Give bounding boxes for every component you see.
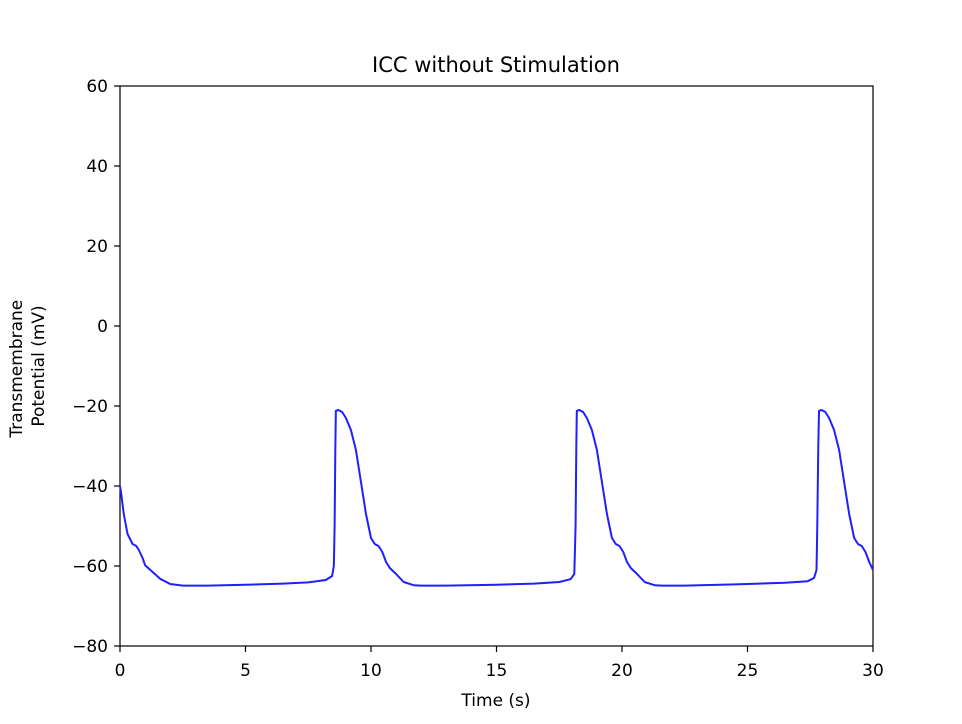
- y-tick-label: 60: [86, 77, 108, 97]
- x-tick-label: 20: [611, 661, 633, 681]
- y-axis: −80 −60 −40 −20 0 20 40 60: [72, 77, 120, 657]
- x-axis-label: Time (s): [460, 691, 530, 711]
- x-tick-label: 15: [486, 661, 508, 681]
- y-axis-label-line-1: Transmembrane: [7, 300, 27, 439]
- x-tick-label: 25: [737, 661, 759, 681]
- y-tick-label: 40: [86, 157, 108, 177]
- y-tick-label: −20: [72, 397, 108, 417]
- y-tick-label: 20: [86, 237, 108, 257]
- plot-area: [119, 85, 874, 647]
- x-tick-label: 5: [240, 661, 251, 681]
- y-tick-label: −80: [72, 637, 108, 657]
- y-tick-label: 0: [97, 317, 108, 337]
- chart-title: ICC without Stimulation: [372, 53, 620, 77]
- y-axis-label-line-2: Potential (mV): [29, 305, 49, 426]
- x-tick-label: 10: [360, 661, 382, 681]
- y-tick-label: −60: [72, 557, 108, 577]
- y-axis-label: Transmembrane Potential (mV): [7, 294, 49, 438]
- x-axis: 0 5 10 15 20 25 30: [115, 646, 884, 681]
- x-tick-label: 0: [115, 661, 126, 681]
- series-line: [119, 409, 874, 587]
- y-tick-label: −40: [72, 477, 108, 497]
- x-tick-label: 30: [862, 661, 884, 681]
